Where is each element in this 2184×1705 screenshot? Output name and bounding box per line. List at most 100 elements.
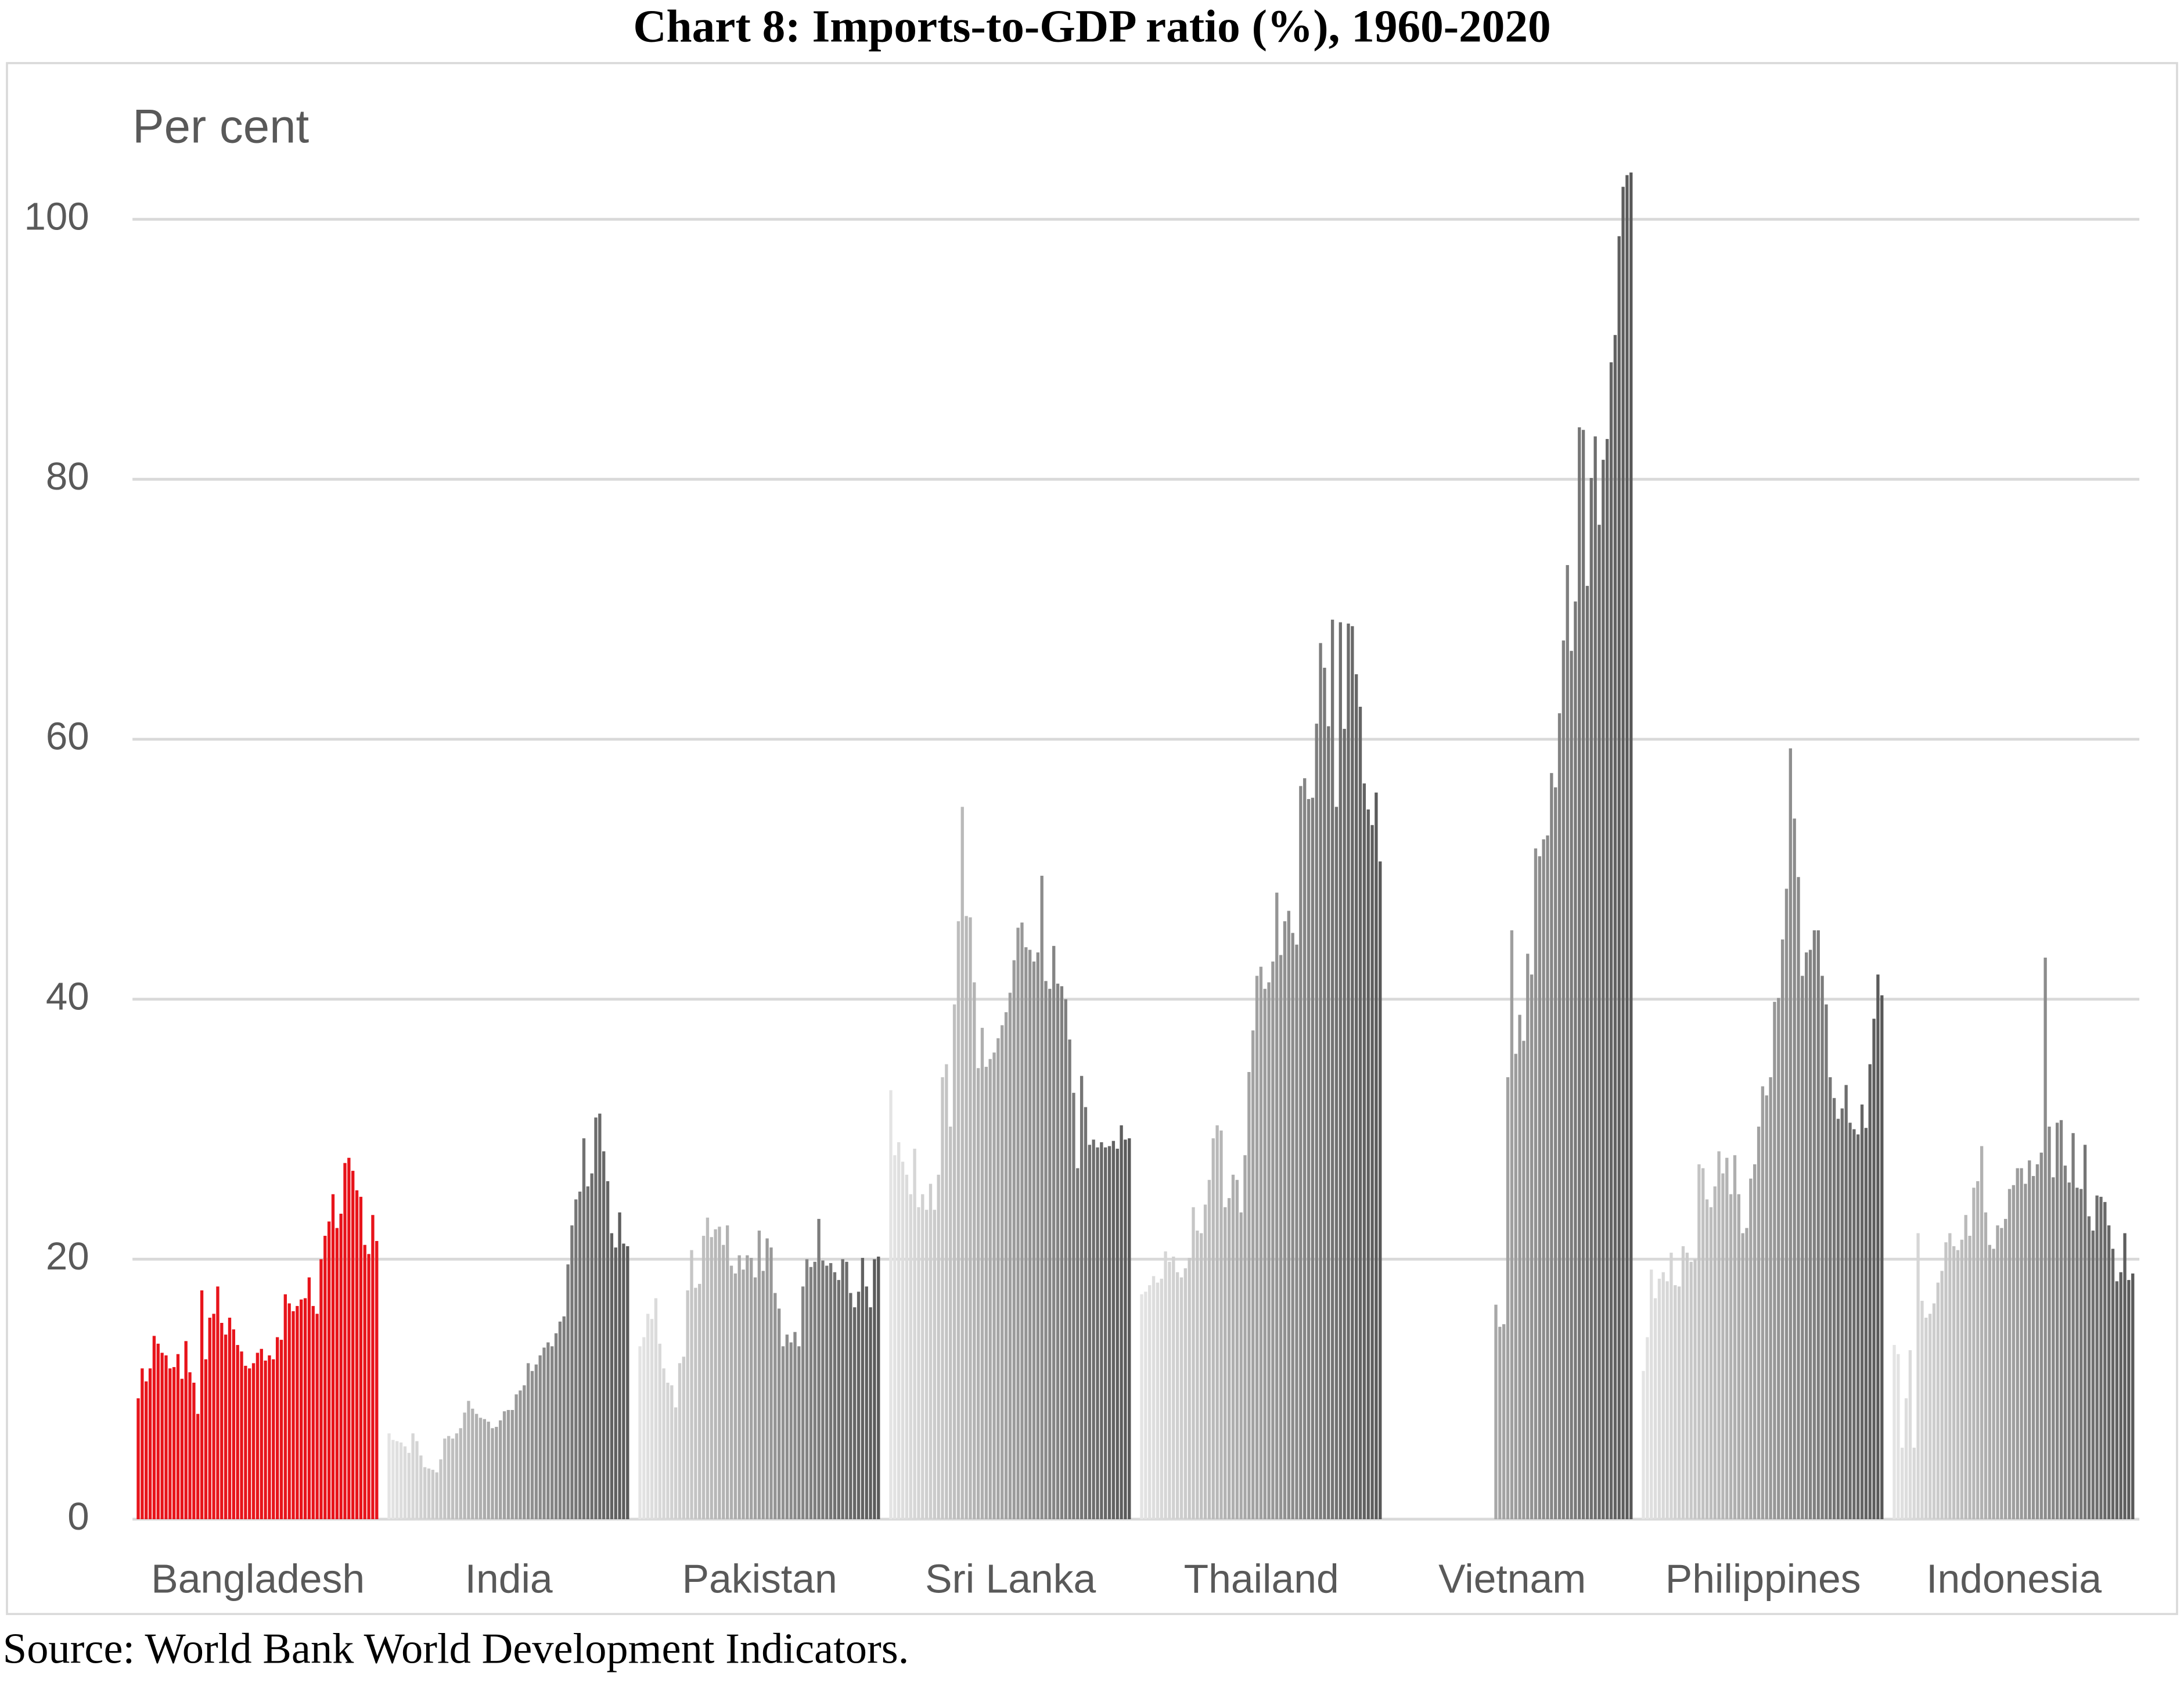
bar <box>590 1173 593 1519</box>
bar <box>160 1353 164 1519</box>
bar <box>817 1218 821 1519</box>
bar <box>714 1229 717 1519</box>
bar <box>1088 1145 1091 1519</box>
bar <box>1901 1447 1904 1519</box>
bar <box>1347 623 1350 1519</box>
bar <box>1808 949 1812 1519</box>
bar <box>220 1323 224 1519</box>
bar <box>323 1236 327 1519</box>
bar <box>1836 1118 1840 1519</box>
bar <box>208 1318 211 1519</box>
bar <box>1239 1212 1243 1519</box>
bar <box>1725 1157 1729 1519</box>
bar <box>542 1347 546 1519</box>
bar <box>960 807 964 1519</box>
bar <box>1104 1147 1107 1519</box>
bar <box>598 1113 602 1519</box>
bar <box>1287 911 1290 1519</box>
bar <box>546 1342 550 1519</box>
bar <box>1275 893 1279 1519</box>
source-note: Source: World Bank World Development Ind… <box>3 1625 909 1673</box>
bar <box>1972 1188 1976 1519</box>
bar <box>1936 1282 1940 1519</box>
bar <box>909 1194 912 1519</box>
bar <box>2056 1123 2059 1519</box>
bar <box>260 1348 263 1519</box>
bar <box>606 1181 610 1519</box>
bar <box>478 1418 483 1519</box>
x-tick-label: Thailand <box>1184 1556 1339 1601</box>
bar <box>371 1215 375 1519</box>
bar <box>1765 1095 1768 1519</box>
bar <box>228 1318 232 1519</box>
bar <box>200 1290 204 1519</box>
bar <box>1224 1207 1227 1519</box>
bar <box>1968 1236 1971 1519</box>
bar <box>1522 1041 1525 1519</box>
bar <box>924 1210 929 1519</box>
bar <box>1721 1173 1725 1519</box>
bar <box>495 1427 498 1519</box>
bar <box>746 1255 749 1519</box>
bar <box>1247 1072 1251 1519</box>
bar <box>1311 797 1315 1519</box>
bar <box>327 1221 331 1519</box>
bar <box>853 1307 857 1519</box>
y-tick-label: 100 <box>24 195 89 238</box>
bar <box>526 1363 530 1519</box>
bar <box>2075 1188 2079 1519</box>
bar <box>976 1068 980 1519</box>
bar <box>1200 1233 1203 1519</box>
bar <box>1856 1134 1860 1519</box>
bar <box>1705 1199 1709 1519</box>
bar <box>801 1286 805 1519</box>
bar <box>1172 1256 1175 1519</box>
bar <box>423 1467 427 1519</box>
bar <box>1876 974 1880 1519</box>
bar <box>1904 1398 1908 1519</box>
bar <box>1916 1233 1920 1519</box>
bar <box>152 1336 156 1519</box>
bar <box>431 1469 435 1519</box>
bar <box>1375 792 1378 1519</box>
bar <box>1629 172 1633 1519</box>
bar <box>969 917 972 1519</box>
bar <box>1980 1146 1984 1519</box>
bar <box>136 1398 140 1519</box>
bar <box>706 1217 710 1519</box>
bar <box>1315 724 1318 1519</box>
bar <box>1160 1278 1163 1519</box>
bar <box>530 1371 534 1519</box>
bar <box>1657 1278 1661 1519</box>
bar <box>2079 1189 2083 1519</box>
bar <box>272 1359 275 1519</box>
bar <box>913 1149 916 1519</box>
bar <box>945 1064 948 1519</box>
bar <box>718 1226 721 1519</box>
bar <box>1168 1261 1171 1519</box>
bar <box>1578 427 1581 1519</box>
bar <box>2000 1228 2003 1519</box>
bar <box>1852 1129 1856 1519</box>
bar <box>204 1359 208 1519</box>
bar <box>1339 622 1342 1519</box>
bar <box>467 1401 470 1519</box>
bar <box>2043 958 2047 1519</box>
bar <box>2083 1145 2087 1519</box>
bar <box>1012 960 1016 1519</box>
bar <box>164 1355 168 1519</box>
bar <box>303 1298 307 1519</box>
bar <box>1757 1127 1761 1519</box>
x-tick-label: Bangladesh <box>151 1556 365 1601</box>
bar <box>331 1194 335 1519</box>
bar <box>1597 524 1601 1519</box>
bar <box>2039 1152 2043 1519</box>
bar <box>622 1243 625 1519</box>
bar <box>813 1261 816 1519</box>
bar <box>172 1367 176 1519</box>
bar <box>1084 1107 1088 1519</box>
bar <box>1128 1138 1131 1519</box>
bar <box>785 1334 789 1519</box>
bar <box>996 1038 1000 1519</box>
bar <box>698 1283 701 1519</box>
